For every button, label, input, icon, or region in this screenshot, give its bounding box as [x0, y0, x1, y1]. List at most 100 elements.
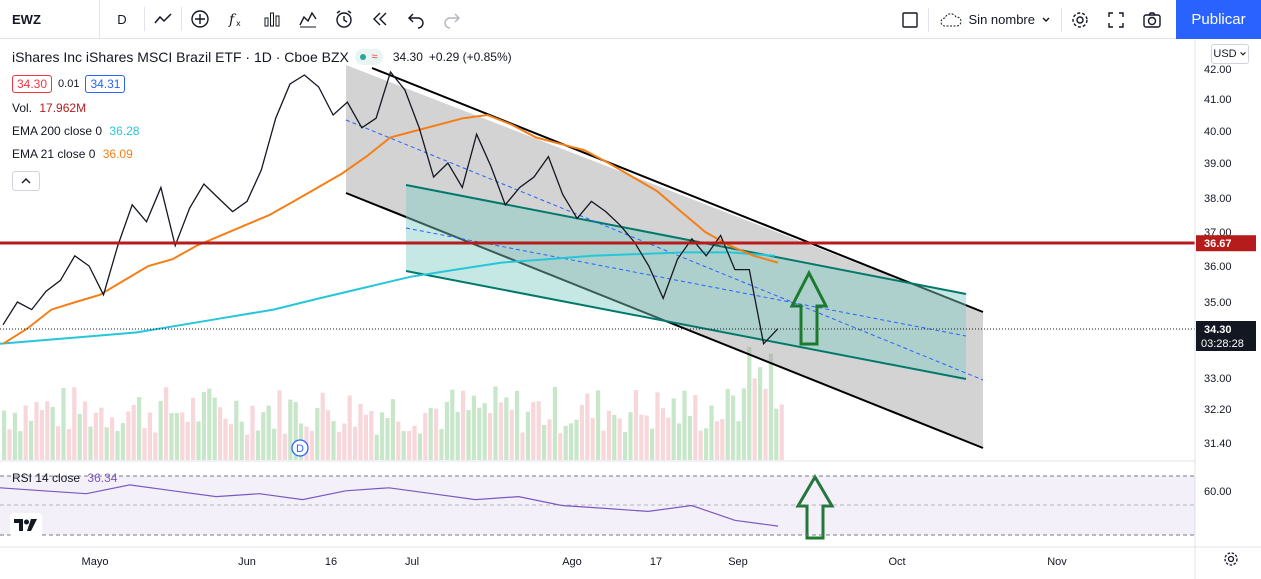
volume-bar: [612, 414, 617, 460]
volume-bar: [417, 433, 422, 460]
price-line[interactable]: [2, 70, 779, 346]
volume-bar: [169, 413, 174, 460]
replay-icon[interactable]: [362, 0, 398, 39]
inner-channel-lower[interactable]: [405, 270, 967, 380]
green-up-arrow-lower[interactable]: [795, 474, 835, 540]
volume-bar: [655, 392, 660, 460]
inner-channel-fill[interactable]: [406, 185, 966, 379]
currency-selector[interactable]: USD: [1211, 44, 1249, 64]
price-series-group: [0, 70, 779, 527]
volume-bar: [396, 421, 401, 460]
volume-bar: [525, 411, 530, 460]
dividend-marker[interactable]: [291, 439, 309, 457]
ema21-legend[interactable]: EMA 21 close 0 36.09: [12, 147, 512, 162]
green-up-arrow-upper[interactable]: [789, 269, 829, 346]
volume-bar: [223, 418, 228, 460]
camera-icon[interactable]: [1134, 0, 1170, 39]
alert-clock-icon[interactable]: [326, 0, 362, 39]
publish-button[interactable]: Publicar: [1176, 0, 1261, 39]
settings-gear-icon[interactable]: [1223, 551, 1239, 570]
redo-icon[interactable]: [434, 0, 470, 39]
chevron-down-icon: [1042, 17, 1050, 22]
ema200-line[interactable]: [0, 251, 776, 345]
volume-bar: [34, 402, 39, 460]
volume-value: 17.962M: [39, 101, 87, 115]
legend-collapse-button[interactable]: [12, 171, 40, 191]
resistance-price-tag: [1196, 235, 1256, 252]
svg-text:f: f: [228, 12, 237, 28]
volume-bar: [569, 423, 574, 460]
volume-bar: [585, 393, 590, 460]
volume-bar: [779, 404, 784, 460]
gear-icon[interactable]: [1062, 0, 1098, 39]
symbol-search[interactable]: EWZ: [0, 0, 100, 39]
volume-bar: [644, 415, 649, 460]
market-status-badge[interactable]: ≈: [354, 49, 383, 65]
volume-bar: [650, 428, 655, 460]
channel-midline[interactable]: [345, 119, 984, 381]
fullscreen-square-icon[interactable]: [892, 0, 928, 39]
time-axis-label: Jul: [405, 556, 419, 568]
volume-bar: [434, 408, 439, 460]
plus-circle-icon[interactable]: [182, 0, 218, 39]
volume-bar: [142, 428, 147, 460]
price-chart[interactable]: D 42.0041.0040.0039.0038.0037.0036.0035.…: [0, 40, 1261, 579]
volume-bar: [99, 407, 104, 460]
ema200-legend[interactable]: EMA 200 close 0 36.28: [12, 124, 512, 139]
delay-icon: ≈: [371, 51, 378, 63]
layout-selector[interactable]: Sin nombre: [929, 0, 1061, 39]
last-price-text: 34.30: [1204, 324, 1232, 336]
volume-bar: [126, 411, 131, 460]
expand-icon[interactable]: [1098, 0, 1134, 39]
volume-bar: [120, 423, 125, 460]
line-chart-icon[interactable]: [145, 0, 181, 39]
volume-bar: [104, 427, 109, 460]
volume-bar: [552, 387, 557, 460]
time-axis-label: Oct: [888, 556, 905, 568]
volume-bar: [88, 426, 93, 460]
channel-upper-line[interactable]: [371, 67, 984, 313]
volume-bar: [412, 425, 417, 460]
tradingview-logo-icon[interactable]: [10, 513, 42, 537]
bar-chart-icon[interactable]: [254, 0, 290, 39]
volume-bar: [191, 397, 196, 460]
buy-price-box[interactable]: 34.31: [85, 75, 126, 93]
volume-bar: [498, 402, 503, 460]
volume-bar: [563, 425, 568, 460]
volume-bar: [245, 434, 250, 460]
volume-bar: [520, 432, 525, 460]
volume-bar: [450, 389, 455, 460]
sell-price-box[interactable]: 34.30: [12, 75, 53, 93]
time-axis-label: Ago: [562, 556, 582, 568]
rsi-legend[interactable]: RSI 14 close 36.34: [12, 471, 117, 485]
volume-bar: [315, 408, 320, 460]
volume-bar: [531, 402, 536, 460]
volume-bar: [353, 426, 358, 460]
inner-channel-upper[interactable]: [405, 184, 967, 295]
volume-bar: [709, 405, 714, 460]
ema21-line[interactable]: [2, 113, 779, 345]
volume-bar: [682, 390, 687, 460]
volume-bar: [77, 414, 82, 460]
price-axis-label: 39.00: [1204, 158, 1232, 170]
volume-legend[interactable]: Vol. 17.962M: [12, 101, 512, 116]
volume-bar: [347, 395, 352, 460]
volume-bar: [515, 390, 520, 460]
volume-bar: [471, 395, 476, 460]
templates-icon[interactable]: [290, 0, 326, 39]
interval-button[interactable]: D: [117, 11, 127, 27]
volume-bar: [250, 405, 255, 460]
rsi-line[interactable]: [0, 484, 779, 527]
spread-value: 0.01: [58, 78, 80, 90]
status-dot-icon: [360, 54, 367, 60]
volume-bar: [747, 346, 752, 460]
ema21-label: EMA 21 close 0: [12, 147, 96, 161]
volume-bar: [2, 410, 7, 460]
price-axis-label: 40.00: [1204, 126, 1232, 138]
volume-bar: [671, 398, 676, 460]
volume-bar: [482, 403, 487, 460]
volume-bar: [207, 388, 212, 460]
undo-icon[interactable]: [398, 0, 434, 39]
